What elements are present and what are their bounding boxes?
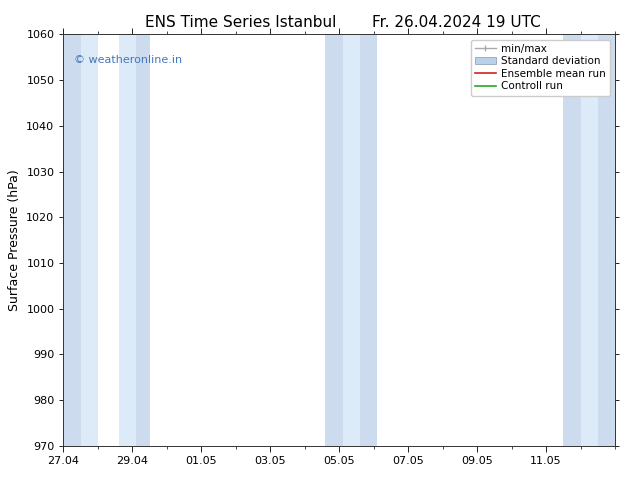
Bar xyxy=(581,34,598,446)
Bar xyxy=(598,34,615,446)
Legend: min/max, Standard deviation, Ensemble mean run, Controll run: min/max, Standard deviation, Ensemble me… xyxy=(470,40,610,96)
Text: Fr. 26.04.2024 19 UTC: Fr. 26.04.2024 19 UTC xyxy=(372,15,541,30)
Bar xyxy=(63,34,81,446)
Bar xyxy=(81,34,98,446)
Y-axis label: Surface Pressure (hPa): Surface Pressure (hPa) xyxy=(8,169,21,311)
Bar xyxy=(119,34,136,446)
Bar xyxy=(360,34,377,446)
Text: © weatheronline.in: © weatheronline.in xyxy=(74,55,183,65)
Bar xyxy=(563,34,581,446)
Bar xyxy=(325,34,342,446)
Bar xyxy=(136,34,150,446)
Bar xyxy=(342,34,360,446)
Text: ENS Time Series Istanbul: ENS Time Series Istanbul xyxy=(145,15,337,30)
